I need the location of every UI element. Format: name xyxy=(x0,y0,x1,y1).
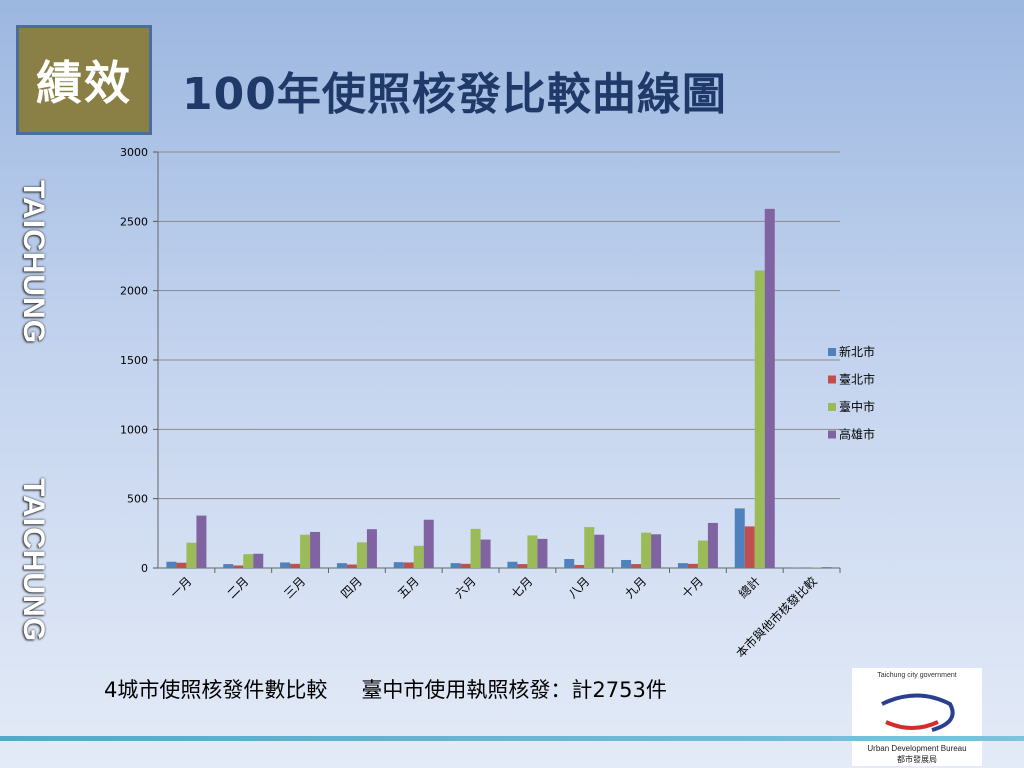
x-tick-label: 九月 xyxy=(622,574,649,601)
bar-高雄市 xyxy=(366,529,377,568)
bar-臺北市 xyxy=(631,564,642,568)
bar-高雄市 xyxy=(423,519,434,568)
bar-臺中市 xyxy=(754,270,765,568)
side-text-top: TAICHUNG xyxy=(17,180,50,345)
logo-name-zh: 都市發展局 xyxy=(897,755,937,764)
page-title: 100年使照核發比較曲線圖 xyxy=(182,69,727,120)
y-tick-label: 1000 xyxy=(120,423,148,436)
bar-高雄市 xyxy=(707,522,718,568)
legend-swatch xyxy=(828,430,836,439)
bar-臺北市 xyxy=(744,526,755,568)
side-text-bottom: TAICHUNG xyxy=(17,478,50,643)
bar-臺中市 xyxy=(243,554,254,568)
bar-高雄市 xyxy=(651,534,662,568)
bar-新北市 xyxy=(450,563,461,568)
legend-swatch xyxy=(828,403,836,411)
x-tick-label: 八月 xyxy=(565,574,592,601)
bar-臺中市 xyxy=(811,567,822,568)
bar-臺中市 xyxy=(470,528,481,568)
legend-label: 高雄市 xyxy=(839,427,875,442)
bar-新北市 xyxy=(677,563,688,568)
bar-新北市 xyxy=(166,561,177,568)
logo-swoosh-icon xyxy=(881,693,955,732)
caption-left: 4城市使照核發件數比較 xyxy=(104,678,328,702)
legend-swatch xyxy=(828,375,836,384)
x-tick-label: 七月 xyxy=(509,574,536,601)
bar-新北市 xyxy=(223,564,234,568)
bar-臺北市 xyxy=(403,562,414,568)
x-tick-label: 六月 xyxy=(452,574,479,601)
bar-臺中市 xyxy=(527,535,538,568)
legend-label: 臺中市 xyxy=(839,399,875,414)
x-tick-label: 四月 xyxy=(338,574,365,601)
y-tick-label: 2500 xyxy=(120,215,148,228)
bar-高雄市 xyxy=(253,553,264,568)
caption-right: 臺中市使用執照核發：計2753件 xyxy=(361,678,667,702)
bar-臺中市 xyxy=(186,542,197,568)
bar-新北市 xyxy=(564,558,575,568)
logo-top-text: Taichung city government xyxy=(877,672,957,679)
bar-高雄市 xyxy=(537,538,548,568)
caption: 4城市使照核發件數比較 臺中市使用執照核發：計2753件 xyxy=(104,674,667,704)
bar-臺北市 xyxy=(517,564,528,568)
legend-label: 臺北市 xyxy=(839,372,875,387)
y-tick-label: 2000 xyxy=(120,285,148,298)
bar-臺中市 xyxy=(697,540,708,568)
x-tick-label: 總計 xyxy=(735,574,763,602)
bar-臺中市 xyxy=(413,545,424,568)
bar-高雄市 xyxy=(480,539,491,568)
x-tick-label: 三月 xyxy=(281,574,308,601)
x-tick-label: 二月 xyxy=(224,574,251,601)
bar-新北市 xyxy=(734,508,745,568)
bar-臺北市 xyxy=(176,562,187,568)
bar-高雄市 xyxy=(821,567,832,568)
bar-臺中市 xyxy=(584,527,595,568)
bar-臺北市 xyxy=(687,563,698,568)
y-tick-label: 0 xyxy=(141,562,148,575)
bar-臺北市 xyxy=(233,565,244,568)
bottom-accent-bar xyxy=(0,736,1024,741)
bar-新北市 xyxy=(393,562,404,568)
bar-高雄市 xyxy=(764,208,775,568)
bureau-logo: Taichung city government Urban Developme… xyxy=(852,668,982,766)
x-tick-label: 五月 xyxy=(395,574,422,601)
bar-chart: 0 500 1000 1500 2000 2500 3000 一月 二月 三月 四月 五月 六月 七月 八月… xyxy=(120,146,875,660)
x-tick-label: 十月 xyxy=(679,574,706,601)
bar-臺北市 xyxy=(346,564,357,568)
x-tick-label: 一月 xyxy=(168,574,195,601)
bar-高雄市 xyxy=(196,515,207,568)
y-tick-label: 500 xyxy=(127,493,148,506)
bar-臺北市 xyxy=(460,563,471,568)
logo-name-en: Urban Development Bureau xyxy=(867,744,967,753)
bar-臺北市 xyxy=(574,564,585,568)
bar-新北市 xyxy=(336,563,347,568)
bar-新北市 xyxy=(280,562,291,568)
y-tick-label: 3000 xyxy=(120,146,148,159)
bar-臺中市 xyxy=(356,542,367,568)
y-tick-label: 1500 xyxy=(120,354,148,367)
legend-label: 新北市 xyxy=(839,344,875,359)
bar-臺北市 xyxy=(290,563,301,568)
section-badge: 績效 xyxy=(16,25,152,135)
bar-新北市 xyxy=(621,559,632,568)
bar-臺中市 xyxy=(300,534,311,568)
legend-swatch xyxy=(828,348,836,356)
bar-臺中市 xyxy=(641,532,652,568)
bar-高雄市 xyxy=(594,534,605,568)
bar-新北市 xyxy=(507,561,518,568)
bar-高雄市 xyxy=(310,531,321,568)
